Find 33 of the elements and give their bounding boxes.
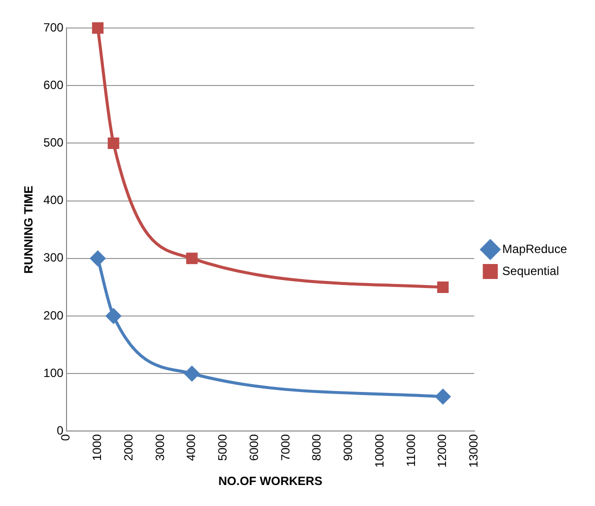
x-tick-label: 8000: [310, 434, 324, 461]
y-tick-label: 100: [43, 366, 64, 380]
y-tick-label: 600: [43, 78, 64, 92]
point: [184, 366, 200, 382]
x-tick-label: 10000: [372, 434, 386, 468]
x-axis-title: NO.OF WORKERS: [218, 474, 322, 488]
x-tick-label: 7000: [278, 434, 292, 461]
point: [90, 250, 106, 266]
y-tick-label: 200: [43, 308, 64, 322]
y-tick-label: 700: [43, 20, 64, 34]
x-tick-label: 2000: [121, 434, 136, 461]
y-tick-label: 400: [43, 193, 64, 208]
x-tick-label: 0: [58, 434, 73, 441]
point: [435, 389, 450, 404]
point: [106, 308, 121, 324]
x-tick-label: 5000: [216, 434, 230, 461]
point: [186, 252, 198, 264]
y-tick-label: 300: [43, 250, 64, 265]
x-tick-label: 3000: [152, 434, 167, 461]
x-tick-label: 4000: [184, 434, 198, 461]
y-tick-label: 500: [43, 136, 64, 150]
point: [437, 281, 449, 293]
x-tick-label: 9000: [341, 434, 356, 461]
x-tick-label: 11000: [404, 434, 418, 467]
legend-label: MapReduce: [502, 242, 568, 256]
point: [92, 22, 104, 34]
legend-label: Sequential: [502, 264, 560, 278]
x-tick-label: 12000: [435, 434, 450, 468]
x-tick-label: 13000: [466, 434, 481, 468]
x-tick-label: 1000: [90, 434, 104, 461]
x-tick-label: 6000: [246, 434, 261, 461]
y-axis-title: RUNNING TIME: [22, 186, 36, 274]
point: [108, 137, 120, 149]
